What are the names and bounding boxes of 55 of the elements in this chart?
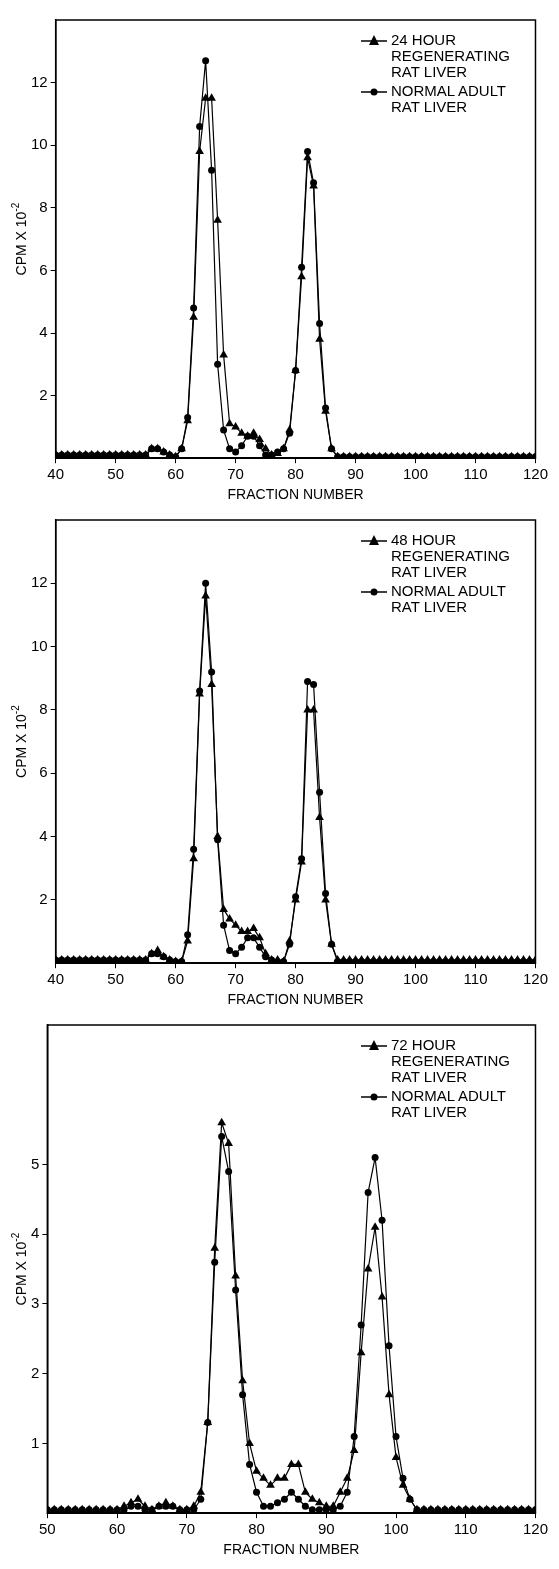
x-tick-label: 60 — [167, 970, 184, 988]
x-tick-label: 110 — [463, 465, 488, 483]
x-axis-title: FRACTION NUMBER — [227, 486, 364, 503]
x-tick-label: 70 — [178, 1520, 196, 1538]
x-tick-label: 100 — [403, 465, 429, 483]
x-tick-label: 50 — [107, 970, 124, 988]
y-tick-label: 8 — [39, 700, 48, 718]
x-tick-label: 110 — [453, 1520, 478, 1538]
x-tick-label: 50 — [107, 465, 124, 483]
x-tick-label: 50 — [39, 1520, 56, 1538]
legend-label: NORMAL ADULT RAT LIVER — [391, 1087, 507, 1120]
legend-label: NORMAL ADULT RAT LIVER — [391, 582, 507, 615]
y-tick-label: 5 — [31, 1154, 40, 1172]
y-tick-label: 6 — [39, 260, 48, 278]
x-tick-label: 40 — [47, 465, 65, 483]
y-tick-label: 12 — [31, 573, 48, 591]
x-tick-label: 40 — [47, 970, 65, 988]
legend-label: 48 HOUR REGENERATING RAT LIVER — [391, 531, 511, 580]
x-axis-title: FRACTION NUMBER — [223, 1541, 360, 1558]
legend-label: NORMAL ADULT RAT LIVER — [391, 82, 507, 115]
y-tick-label: 12 — [31, 72, 48, 90]
y-axis-title: CPM X 10-2 — [9, 202, 29, 276]
y-tick-label: 4 — [39, 826, 48, 844]
y-tick-label: 4 — [39, 323, 48, 341]
y-tick-label: 6 — [39, 763, 48, 781]
x-tick-label: 60 — [167, 465, 184, 483]
x-tick-label: 100 — [403, 970, 429, 988]
y-tick-label: 8 — [39, 197, 48, 215]
y-tick-label: 4 — [31, 1224, 40, 1242]
x-tick-label: 120 — [522, 970, 548, 988]
y-tick-label: 1 — [31, 1433, 40, 1451]
x-tick-label: 90 — [347, 970, 364, 988]
x-tick-label: 60 — [108, 1520, 126, 1538]
x-tick-label: 120 — [522, 1520, 548, 1538]
x-tick-label: 80 — [287, 465, 304, 483]
y-tick-label: 10 — [31, 135, 48, 153]
y-tick-label: 2 — [39, 385, 48, 403]
x-tick-label: 80 — [287, 970, 304, 988]
x-tick-label: 90 — [317, 1520, 335, 1538]
y-tick-label: 2 — [31, 1363, 40, 1381]
legend-label: 24 HOUR REGENERATING RAT LIVER — [391, 31, 511, 80]
legend-label: 72 HOUR REGENERATING RAT LIVER — [391, 1036, 511, 1085]
y-tick-label: 3 — [31, 1294, 40, 1312]
x-tick-label: 70 — [227, 970, 244, 988]
y-tick-label: 2 — [39, 890, 48, 908]
x-tick-label: 90 — [347, 465, 364, 483]
y-axis-title: CPM X 10-2 — [9, 1232, 29, 1306]
x-tick-label: 120 — [522, 465, 548, 483]
y-tick-label: 10 — [31, 636, 48, 654]
x-tick-label: 110 — [463, 970, 488, 988]
x-tick-label: 70 — [227, 465, 244, 483]
y-axis-title: CPM X 10-2 — [9, 704, 29, 778]
x-tick-label: 80 — [248, 1520, 265, 1538]
x-axis-title: FRACTION NUMBER — [227, 991, 364, 1008]
x-tick-label: 100 — [383, 1520, 409, 1538]
